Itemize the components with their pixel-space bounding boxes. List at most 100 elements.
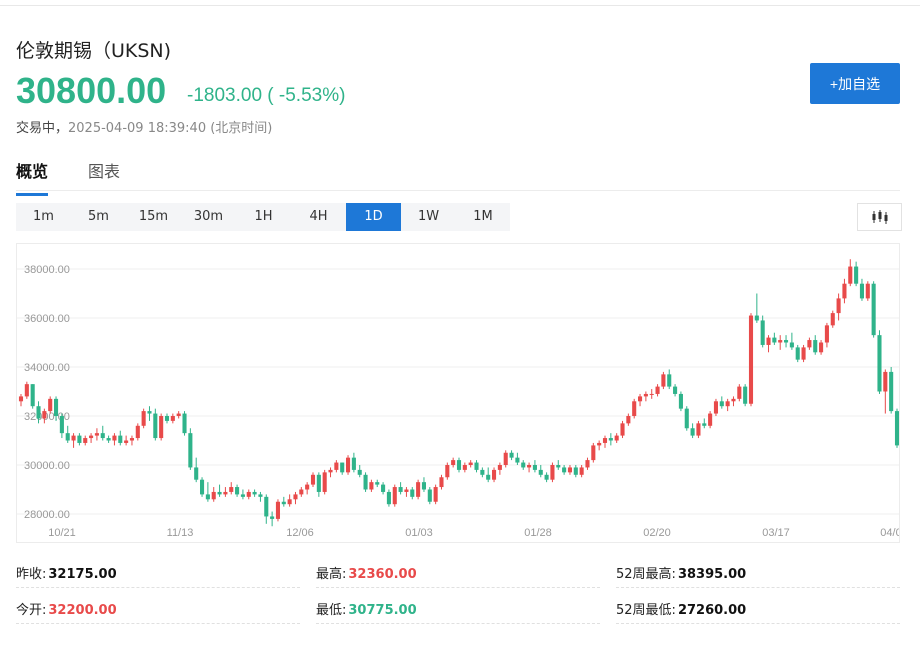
interval-30m[interactable]: 30m [193,209,224,224]
interval-1h[interactable]: 1H [254,209,273,224]
candle-body [246,491,251,497]
candle-body [147,411,152,414]
add-to-watchlist-button[interactable]: +加自选 [810,63,900,104]
interval-1m[interactable]: 1m [33,209,54,224]
stat-low-label: 最低: [316,603,347,618]
candle-body [801,347,806,360]
candle-body [456,460,462,470]
y-tick-label: 34000.00 [24,362,70,374]
candle-body [398,487,403,492]
candlestick-chart: 38000.00 36000.00 34000.00 32000.00 30000.00… [17,259,899,539]
stat-52w-low-value: 27260.00 [677,603,747,618]
stat-52w-low-label: 52周最低: [616,603,676,618]
y-tick-label: 30000.00 [24,460,70,472]
candle-body [778,340,783,343]
tab-overview[interactable]: 概览 [16,158,48,196]
candle-body [626,416,631,424]
candle-body [789,342,794,348]
x-tick-label: 11/13 [167,527,194,539]
candle-body [702,423,707,426]
candle-body [328,469,333,473]
stat-open: 今开: 32200.00 [16,596,300,624]
candle-body [386,491,391,505]
candle-body [223,491,228,495]
candle-body [316,474,321,492]
candle-body [766,337,771,345]
candle-body [135,425,140,439]
interval-5m[interactable]: 5m [88,209,109,224]
candle-body [235,487,240,495]
candle-body [205,494,210,500]
interval-selector: 1m 5m 15m 30m 1H 4H 1D 1W 1M [16,203,510,231]
candle-body [509,452,514,458]
candle-body [819,342,824,353]
stat-high-label: 最高: [316,567,347,582]
candle-body [562,467,567,473]
candle-body [497,465,502,470]
candle-body [491,469,497,480]
candle-body [188,433,193,468]
candle-body [275,501,281,519]
candle-body [713,401,719,414]
stat-low-value: 30775.00 [348,603,417,618]
candle-body [392,487,397,505]
candle-body [106,438,111,441]
x-tick-label: 01/28 [524,527,552,539]
candle-body [30,384,35,407]
candle-body [579,467,584,475]
candle-body [369,482,374,490]
price-change: -1803.00 ( -5.53%) [187,85,346,106]
candle-body [124,440,129,443]
candle-body [743,386,748,404]
candle-body [567,467,573,473]
candle-body [217,491,222,495]
stat-open-label: 今开: [16,603,47,618]
interval-15m[interactable]: 15m [138,209,169,224]
candle-body [813,340,818,353]
candle-body [608,438,613,441]
candle-body [848,266,853,284]
last-price: 30800.00 [16,70,167,111]
chart-type-button[interactable] [857,203,902,231]
candle-body [445,465,450,478]
y-tick-label: 36000.00 [24,313,70,325]
candle-body [100,433,105,439]
candle-body [585,460,590,468]
candle-body [293,494,298,500]
candle-body [719,401,724,407]
candle-body [836,298,841,314]
interval-1mo[interactable]: 1M [473,209,493,224]
tab-chart[interactable]: 图表 [88,158,120,182]
candle-body [53,398,59,416]
y-tick-label: 38000.00 [24,264,70,276]
candle-body [141,411,146,426]
candle-body [655,386,660,394]
y-tick-label: 28000.00 [24,509,70,521]
candle-body [620,423,625,436]
stat-high: 最高: 32360.00 [316,560,600,588]
candle-body [474,462,479,470]
candle-body [18,396,24,402]
stat-prev-close: 昨收: 32175.00 [16,560,300,588]
candle-body [550,465,555,480]
candle-body [696,423,701,436]
candle-body [597,442,602,446]
candle-body [421,482,427,490]
x-tick-label: 03/17 [762,527,790,539]
candle-body [807,340,812,348]
status-timestamp: 2025-04-09 18:39:40 (北京时间) [68,121,273,136]
candle-body [684,408,689,429]
interval-4h[interactable]: 4H [309,209,328,224]
candle-body [795,347,800,360]
interval-1d[interactable]: 1D [346,203,401,231]
candle-body [889,371,894,412]
candle-body [451,460,456,465]
interval-1w[interactable]: 1W [417,209,440,224]
candle-body [94,433,99,436]
price-chart: 38000.00 36000.00 34000.00 32000.00 30000.00… [16,243,900,543]
candle-body [357,469,362,475]
candle-body [532,465,537,470]
x-tick-label: 02/20 [643,527,671,539]
stat-52w-low: 52周最低: 27260.00 [616,596,900,624]
candle-body [59,416,64,434]
